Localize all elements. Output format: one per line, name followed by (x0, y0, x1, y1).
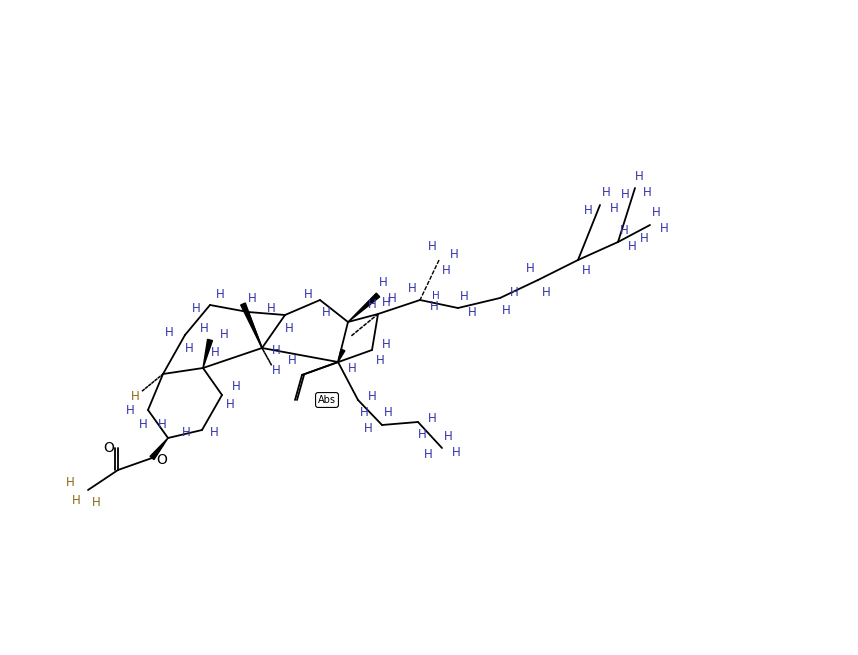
Text: H: H (541, 286, 550, 299)
Text: H: H (165, 326, 173, 339)
Text: O: O (104, 441, 114, 455)
Text: H: H (376, 354, 384, 367)
Text: H: H (191, 303, 201, 316)
Text: H: H (125, 403, 135, 417)
Text: H: H (442, 263, 450, 276)
Text: H: H (130, 390, 139, 403)
Text: H: H (427, 411, 437, 424)
Text: H: H (65, 476, 75, 489)
Text: H: H (378, 276, 387, 290)
Text: H: H (158, 417, 166, 430)
Text: H: H (635, 170, 644, 183)
Text: H: H (347, 362, 356, 375)
Text: H: H (510, 286, 518, 299)
Text: H: H (418, 428, 426, 441)
Polygon shape (203, 339, 213, 368)
Text: H: H (367, 390, 377, 403)
Text: H: H (364, 422, 372, 436)
Polygon shape (150, 438, 168, 460)
Text: H: H (226, 398, 234, 411)
Text: H: H (651, 206, 661, 219)
Text: H: H (71, 493, 81, 506)
Text: H: H (450, 248, 458, 261)
Text: H: H (287, 354, 296, 367)
Text: H: H (382, 339, 390, 352)
Text: H: H (427, 240, 437, 252)
Text: H: H (610, 202, 619, 215)
Text: H: H (444, 430, 452, 443)
Text: H: H (232, 381, 240, 394)
Text: H: H (627, 240, 637, 252)
Text: H: H (451, 445, 461, 458)
Text: H: H (382, 295, 390, 309)
Text: H: H (583, 204, 592, 217)
Text: H: H (272, 364, 281, 377)
Text: H: H (601, 187, 610, 200)
Text: H: H (643, 185, 651, 198)
Polygon shape (348, 293, 380, 322)
Polygon shape (338, 349, 345, 362)
Text: H: H (267, 303, 275, 316)
Text: H: H (285, 322, 293, 335)
Text: H: H (92, 495, 100, 508)
Text: H: H (424, 447, 432, 460)
Text: H: H (526, 261, 535, 274)
Text: H: H (502, 303, 511, 316)
Text: H: H (432, 291, 440, 301)
Text: Abs: Abs (318, 395, 336, 405)
Text: H: H (184, 343, 193, 356)
Text: H: H (248, 291, 257, 305)
Text: H: H (210, 345, 220, 358)
Text: H: H (272, 343, 281, 356)
Text: H: H (468, 305, 476, 318)
Text: H: H (220, 328, 228, 341)
Text: H: H (215, 288, 225, 301)
Text: H: H (200, 322, 208, 335)
Text: H: H (384, 407, 392, 419)
Text: H: H (660, 223, 668, 236)
Text: H: H (139, 417, 148, 430)
Text: H: H (304, 288, 312, 301)
Text: H: H (619, 223, 628, 236)
Text: H: H (430, 299, 438, 312)
Text: H: H (388, 293, 396, 305)
Text: H: H (408, 282, 416, 295)
Text: H: H (367, 299, 377, 312)
Text: H: H (209, 426, 219, 440)
Text: H: H (360, 405, 368, 419)
Text: H: H (582, 263, 590, 276)
Text: H: H (620, 187, 630, 200)
Text: H: H (322, 305, 330, 318)
Text: H: H (182, 426, 190, 440)
Text: H: H (460, 290, 468, 303)
Text: O: O (156, 453, 167, 467)
Polygon shape (241, 303, 262, 348)
Text: H: H (639, 233, 649, 246)
